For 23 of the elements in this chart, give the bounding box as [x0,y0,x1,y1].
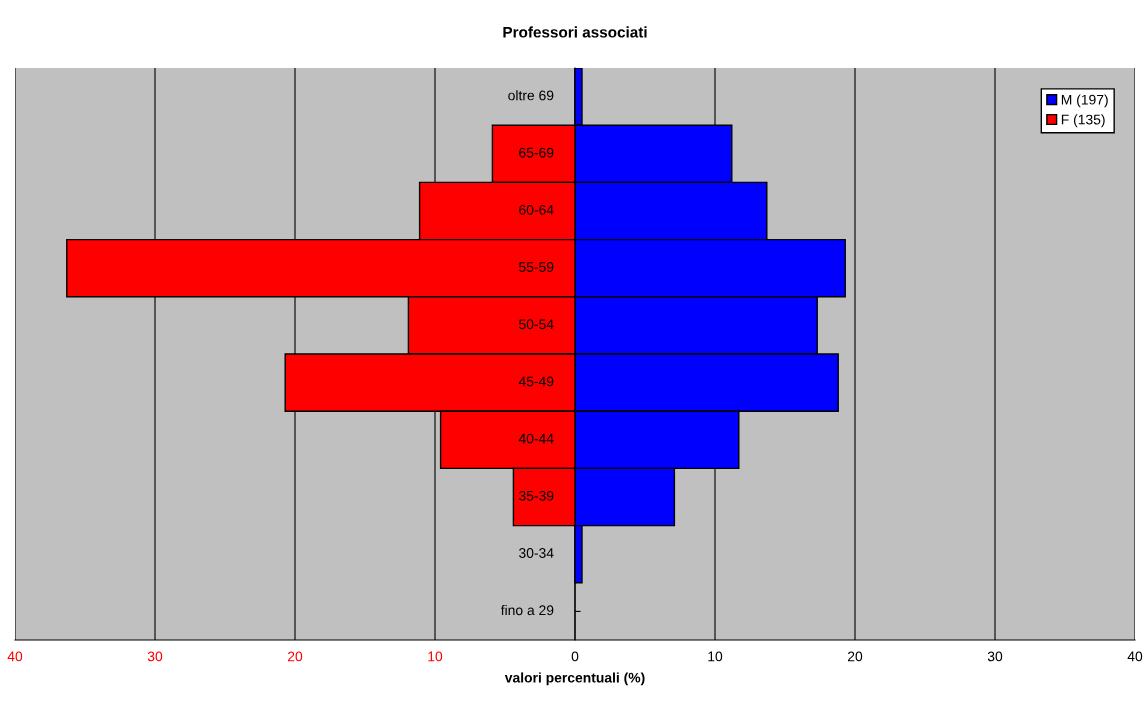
y-tick-label: 35-39 [519,490,554,501]
y-tick-label: 55-59 [519,262,554,272]
chart-title: Professori associati [503,26,647,38]
x-tick-label: 20 [847,651,863,662]
y-tick-label: fino a 29 [500,604,554,616]
x-tick-label: 40 [7,651,23,662]
y-tick-label: 30-34 [519,548,554,558]
x-tick-label: 30 [987,651,1003,662]
x-tick-label: 10 [708,651,723,662]
legend-label: M (197) [1061,94,1108,108]
x-tick-label: 20 [287,651,303,662]
x-tick-label: 40 [1127,651,1143,662]
y-tick-label: 45-49 [518,376,554,387]
y-tick-label: 60-64 [519,204,554,215]
x-tick-label: 10 [428,651,443,662]
y-tick-label: 50-54 [519,319,554,330]
legend-label: F (135) [1061,114,1105,128]
y-tick-label: 65-69 [519,147,554,158]
y-tick-label: 40-44 [518,433,554,444]
x-tick-label: 30 [147,651,163,662]
y-tick-label: oltre 69 [508,90,554,101]
x-axis-title: valori percentuali (%) [504,672,645,686]
x-tick-label: 0 [571,651,579,662]
